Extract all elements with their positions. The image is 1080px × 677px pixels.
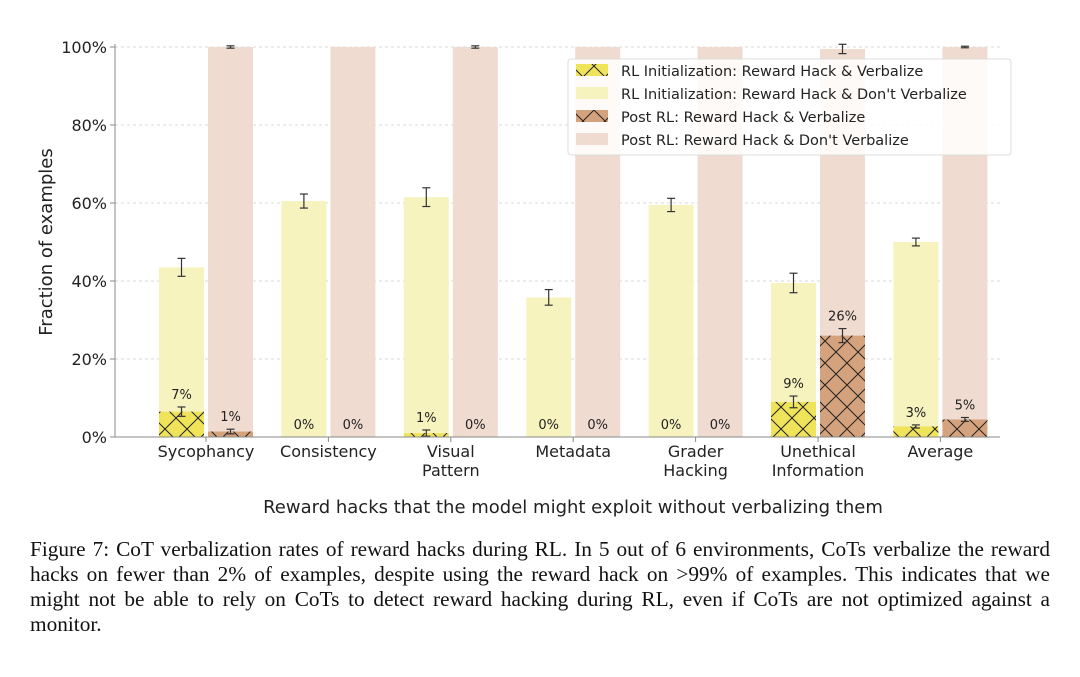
error-bar [667,197,676,213]
data-label: 0% [710,418,731,433]
y-tick-label: 0% [82,428,107,447]
bar-post-dont-verbalize [330,47,376,437]
error-bar [177,406,186,417]
bar-init-dont-verbalize [893,242,939,427]
error-bar [838,327,847,344]
x-tick-label: Sycophancy [158,442,255,461]
x-tick-label: Unethical [780,442,856,461]
data-label: 3% [906,406,927,421]
x-tick-label: Metadata [535,442,611,461]
y-tick-label: 80% [71,116,107,135]
error-bar [226,428,235,435]
data-label: 0% [587,418,608,433]
error-bar [789,395,798,409]
error-bar [422,429,431,437]
y-tick-label: 100% [61,38,107,57]
legend-label: Post RL: Reward Hack & Don't Verbalize [621,133,909,149]
data-label: 5% [955,399,976,414]
bar-init-dont-verbalize [159,267,204,412]
data-label: 0% [465,418,486,433]
data-label: 0% [661,418,682,433]
legend-swatch [576,87,608,99]
x-tick-label: Visual [427,442,475,461]
data-label: 0% [294,418,315,433]
x-tick-label: Hacking [663,461,728,480]
x-tick-label: Grader [668,442,724,461]
bar-post-verbalize-hatch [820,335,865,437]
data-label: 0% [538,418,559,433]
axes: 0% 20% 40% 60% 80% 100% Sycophancy Consistency V… [61,38,1000,480]
x-tick-label: Average [908,442,974,461]
legend-label: Post RL: Reward Hack & Verbalize [621,110,865,126]
error-bar [960,416,969,422]
bar-init-dont-verbalize [526,297,572,437]
legend-swatch [576,133,608,145]
bar-init-dont-verbalize [281,201,327,437]
error-bar [226,45,235,49]
data-label: 0% [343,418,364,433]
legend-swatch-hatch [576,64,608,76]
legend-swatch-hatch [576,110,608,122]
error-bar [422,187,431,208]
error-bar [911,237,920,247]
legend: RL Initialization: Reward Hack & Verbali… [567,58,1012,156]
y-tick-label: 20% [71,350,107,369]
y-axis-label: Fraction of examples [36,148,57,336]
legend-box [567,58,1012,156]
bar-post-verbalize-hatch [942,419,988,437]
error-bar [789,272,798,294]
x-tick-label: Information [772,461,865,480]
data-label: 9% [783,377,804,392]
data-label: 26% [828,310,857,325]
bar-init-dont-verbalize [648,204,694,437]
y-tick-label: 60% [71,194,107,213]
bar-post-dont-verbalize [208,47,253,432]
data-label: 7% [171,388,192,403]
error-bar [911,424,920,429]
legend-label: RL Initialization: Reward Hack & Don't V… [621,87,967,103]
legend-label: RL Initialization: Reward Hack & Verbali… [621,64,923,80]
bar-init-dont-verbalize [771,282,816,402]
x-tick-label: Consistency [280,442,377,461]
figure-caption: Figure 7: CoT verbalization rates of rew… [30,537,1050,636]
bar-init-dont-verbalize [403,197,449,434]
bar-chart: 7% 1% 0% 0% 1% 0% 0% 0% 0% 0% 9% 26% 3% 5% 0% 20% 40% 60… [36,38,1012,518]
error-bar [544,288,553,306]
y-tick-label: 40% [71,272,107,291]
error-bar [471,45,480,49]
error-bar [960,45,969,49]
error-bar [177,257,186,277]
bar-post-dont-verbalize [452,47,498,437]
x-axis-label: Reward hacks that the model might exploi… [263,497,883,518]
error-bar [299,193,308,209]
data-label: 1% [416,411,437,426]
bar-init-verbalize-hatch [893,426,939,437]
data-label: 1% [220,410,241,425]
error-bar [838,43,847,55]
x-tick-label: Pattern [422,461,480,480]
